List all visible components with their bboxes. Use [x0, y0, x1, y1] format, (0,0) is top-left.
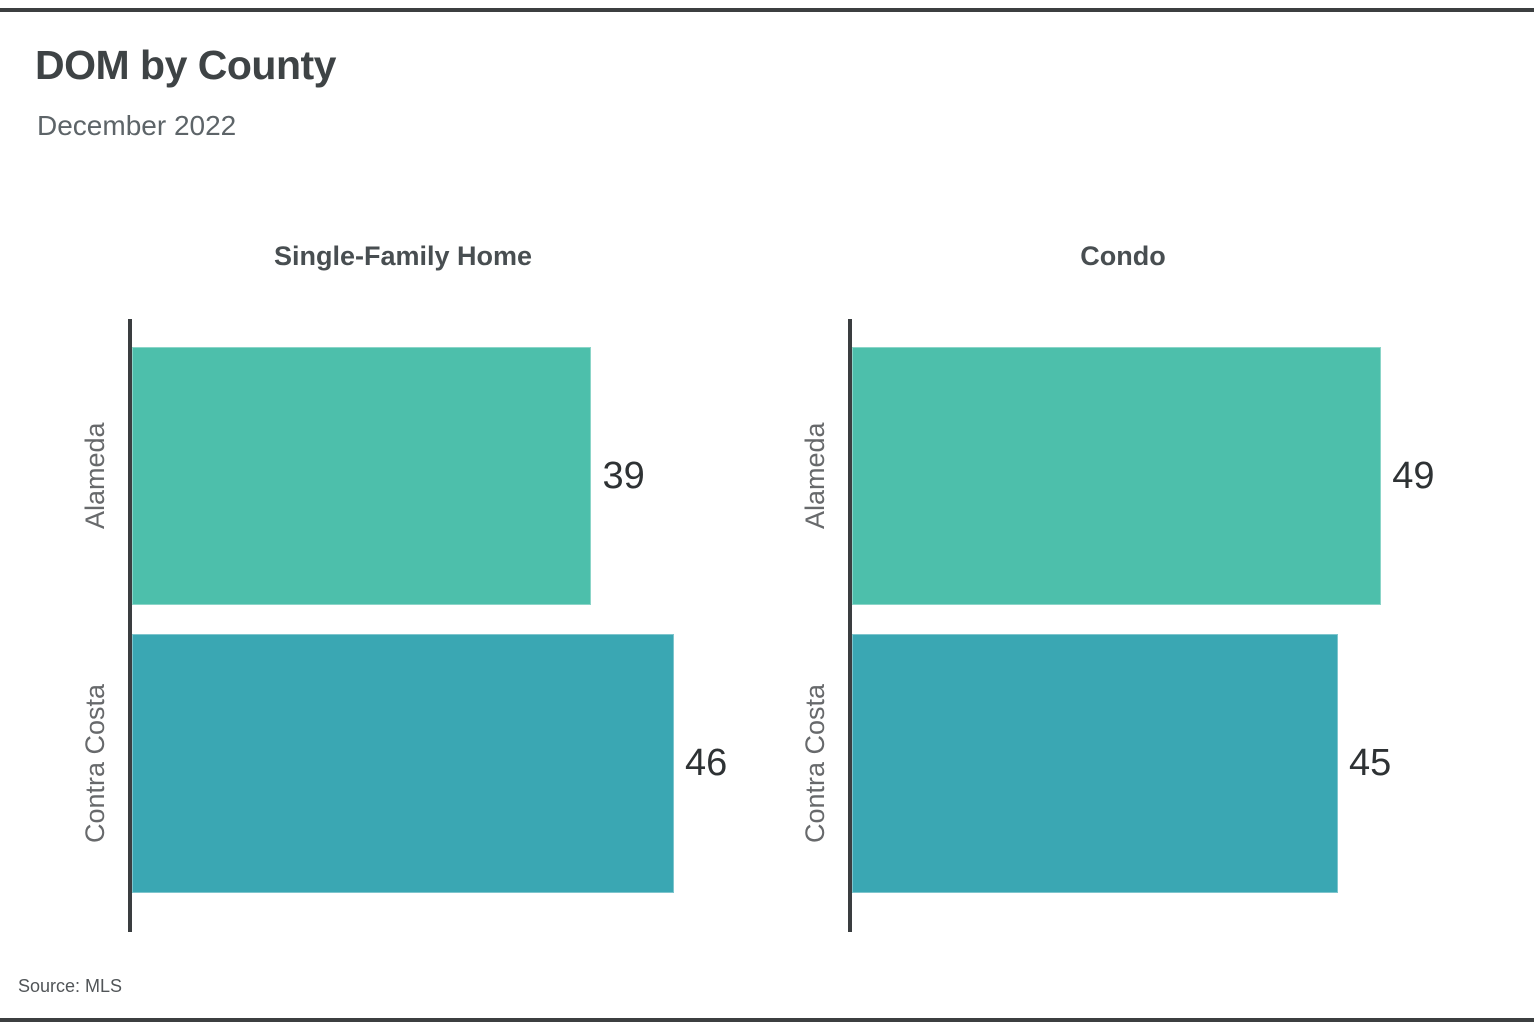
- bar-value-label: 49: [1392, 454, 1435, 497]
- y-axis-line: [128, 319, 132, 932]
- bar-row: 45: [852, 634, 1500, 893]
- source-note: Source: MLS: [18, 976, 123, 996]
- bar-row: 46: [132, 634, 780, 893]
- bar-contra-costa: [132, 634, 674, 893]
- panel-condo: Condo Alameda Contra Costa 49 45: [800, 241, 1500, 933]
- panel-title-condo: Condo: [1080, 241, 1166, 271]
- bar-alameda: [852, 347, 1382, 605]
- bar-value-label: 39: [602, 454, 645, 497]
- bar-row: 49: [852, 347, 1500, 605]
- page-subtitle: December 2022: [37, 110, 237, 141]
- y-axis-line: [848, 319, 852, 932]
- bar-alameda: [132, 347, 592, 605]
- page-title: DOM by County: [35, 42, 336, 88]
- category-label-contra-costa: Contra Costa: [800, 683, 830, 844]
- category-label-alameda: Alameda: [80, 422, 110, 530]
- panel-title-single-family-home: Single-Family Home: [273, 241, 533, 271]
- panel-single-family-home: Single-Family Home Alameda Contra Costa …: [80, 241, 780, 933]
- bar-row: 39: [132, 347, 780, 605]
- bar-contra-costa: [852, 634, 1338, 893]
- category-label-alameda: Alameda: [800, 422, 830, 530]
- bottom-border-rule: [0, 1018, 1534, 1022]
- bar-value-label: 46: [684, 742, 728, 784]
- category-label-contra-costa: Contra Costa: [80, 683, 110, 844]
- top-border-rule: [0, 8, 1534, 12]
- bar-value-label: 45: [1349, 742, 1392, 784]
